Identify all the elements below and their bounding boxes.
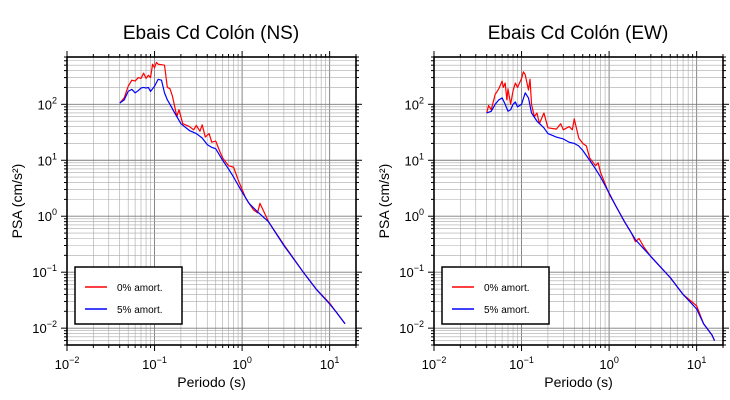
y-tick-label: 10−2	[399, 319, 424, 336]
chart-panel-0: 10−2 10−1 100 101 10−2 10−1 100 101 102 Ebais Cd …	[9, 23, 362, 390]
legend-box	[74, 266, 183, 325]
legend-label: 0% amort.	[484, 283, 530, 294]
y-tick-label: 10−1	[399, 263, 424, 280]
series-line-blue	[119, 78, 346, 325]
axis-ticks	[428, 51, 729, 351]
legend-label: 0% amort.	[117, 283, 163, 294]
chart-title: Ebais Cd Colón (NS)	[123, 23, 299, 44]
x-tick-label: 101	[687, 355, 706, 372]
y-axis-label: PSA (cm/s²)	[9, 164, 25, 239]
y-tick-label: 10−2	[32, 319, 57, 336]
chart-panel-1: 10−2 10−1 100 101 10−2 10−1 100 101 102 Ebais Cd …	[376, 23, 729, 390]
y-axis-label: PSA (cm/s²)	[376, 164, 392, 239]
y-tick-label: 10−1	[32, 263, 57, 280]
chart-title: Ebais Cd Colón (EW)	[488, 23, 669, 44]
x-tick-label: 10−2	[422, 355, 447, 372]
y-tick-label: 100	[405, 207, 424, 224]
x-tick-label: 100	[599, 355, 618, 372]
x-axis-label: Periodo (s)	[177, 374, 245, 390]
y-tick-label: 102	[405, 95, 424, 112]
legend-label: 5% amort.	[484, 305, 530, 316]
legend-box	[441, 266, 550, 325]
plot-frame	[66, 56, 357, 346]
grid	[66, 56, 357, 346]
series-line-blue	[486, 92, 716, 341]
legend: 0% amort. 5% amort.	[74, 266, 183, 325]
x-axis-label: Periodo (s)	[544, 374, 612, 390]
legend-label: 5% amort.	[117, 305, 163, 316]
x-tick-label: 10−2	[55, 355, 80, 372]
y-tick-label: 101	[405, 151, 424, 168]
x-tick-label: 101	[320, 355, 339, 372]
x-tick-label: 10−1	[142, 355, 167, 372]
legend: 0% amort. 5% amort.	[441, 266, 550, 325]
y-tick-label: 100	[38, 207, 57, 224]
axis-ticks	[61, 51, 362, 351]
plot-frame	[433, 56, 724, 346]
x-tick-label: 10−1	[509, 355, 534, 372]
y-tick-label: 101	[38, 151, 57, 168]
series-line-red	[119, 61, 346, 325]
x-tick-label: 100	[232, 355, 251, 372]
y-tick-label: 102	[38, 95, 57, 112]
